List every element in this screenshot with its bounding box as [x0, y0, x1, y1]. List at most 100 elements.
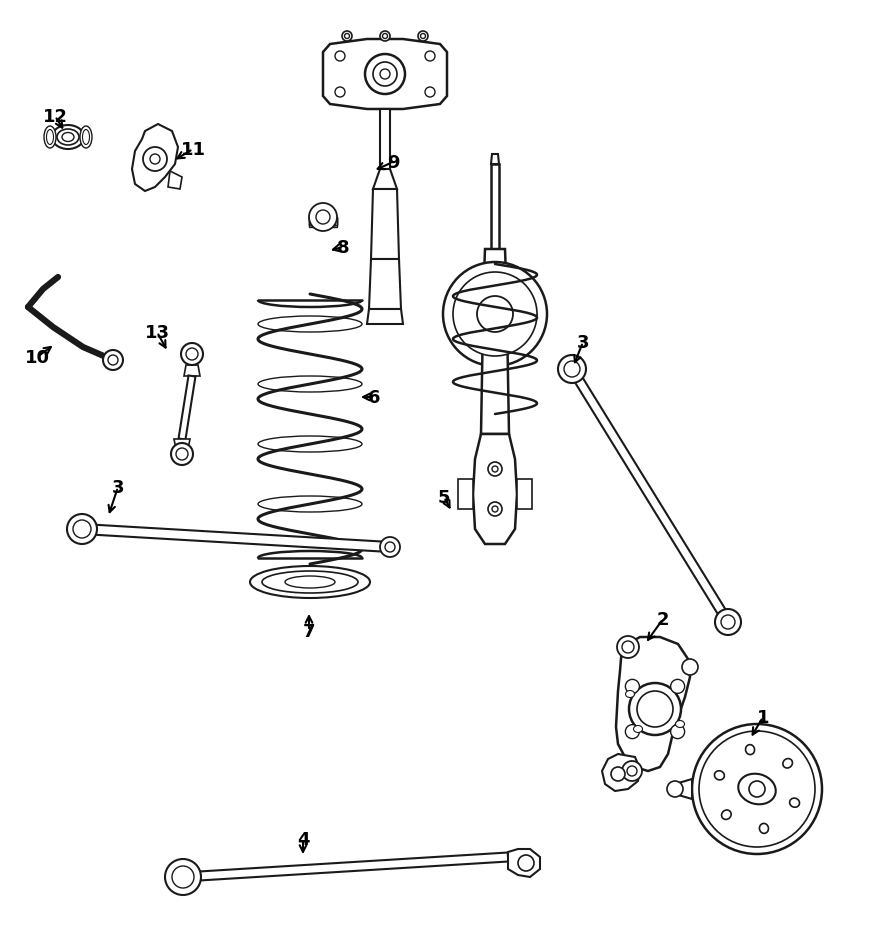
Circle shape	[335, 88, 345, 98]
Circle shape	[380, 70, 390, 80]
Ellipse shape	[262, 571, 358, 593]
Ellipse shape	[790, 798, 800, 807]
Ellipse shape	[46, 131, 53, 146]
Circle shape	[671, 679, 685, 693]
Circle shape	[488, 502, 502, 516]
Polygon shape	[309, 218, 337, 226]
Circle shape	[380, 32, 390, 42]
Circle shape	[558, 356, 586, 384]
Ellipse shape	[625, 691, 634, 698]
Polygon shape	[132, 125, 178, 192]
Text: 10: 10	[24, 349, 50, 366]
Ellipse shape	[285, 577, 335, 589]
Text: 3: 3	[111, 478, 125, 497]
Circle shape	[73, 520, 91, 539]
Circle shape	[176, 449, 188, 461]
Polygon shape	[369, 260, 401, 310]
Polygon shape	[483, 249, 507, 305]
Circle shape	[418, 32, 428, 42]
Circle shape	[488, 463, 502, 476]
Polygon shape	[373, 170, 397, 190]
Circle shape	[108, 356, 118, 365]
Polygon shape	[481, 320, 509, 435]
Polygon shape	[309, 218, 337, 226]
Polygon shape	[174, 439, 190, 450]
Ellipse shape	[250, 566, 370, 598]
Circle shape	[564, 362, 580, 377]
Circle shape	[453, 273, 537, 357]
Polygon shape	[458, 479, 473, 510]
Polygon shape	[311, 218, 335, 226]
Ellipse shape	[760, 823, 768, 833]
Circle shape	[625, 725, 639, 739]
Text: 8: 8	[337, 239, 349, 257]
Circle shape	[67, 514, 97, 544]
Circle shape	[715, 609, 741, 635]
Text: 11: 11	[180, 141, 206, 159]
Circle shape	[365, 55, 405, 95]
Circle shape	[186, 349, 198, 361]
Circle shape	[345, 34, 349, 40]
Ellipse shape	[783, 759, 793, 768]
Polygon shape	[517, 479, 532, 510]
Text: 5: 5	[438, 489, 450, 506]
Circle shape	[629, 683, 681, 735]
Circle shape	[373, 63, 397, 87]
Text: 2: 2	[657, 610, 669, 629]
Circle shape	[181, 344, 203, 365]
Text: 13: 13	[145, 324, 170, 342]
Polygon shape	[568, 367, 732, 625]
Circle shape	[425, 88, 435, 98]
Ellipse shape	[52, 126, 84, 150]
Circle shape	[382, 34, 388, 40]
Polygon shape	[675, 780, 692, 799]
Ellipse shape	[714, 771, 725, 780]
Ellipse shape	[258, 497, 362, 513]
Circle shape	[477, 297, 513, 333]
Circle shape	[682, 659, 698, 675]
Ellipse shape	[44, 127, 56, 149]
Text: 7: 7	[303, 622, 315, 641]
Circle shape	[627, 767, 637, 776]
Circle shape	[385, 542, 395, 552]
Ellipse shape	[258, 437, 362, 452]
Circle shape	[611, 768, 625, 781]
Polygon shape	[311, 218, 335, 226]
Circle shape	[492, 466, 498, 473]
Circle shape	[103, 350, 123, 371]
Polygon shape	[491, 155, 499, 165]
Circle shape	[165, 859, 201, 895]
Ellipse shape	[258, 317, 362, 333]
Circle shape	[335, 52, 345, 62]
Ellipse shape	[62, 133, 74, 143]
Circle shape	[342, 32, 352, 42]
Circle shape	[721, 616, 735, 629]
Polygon shape	[311, 218, 335, 226]
Circle shape	[425, 52, 435, 62]
Circle shape	[421, 34, 426, 40]
Text: 1: 1	[757, 708, 769, 726]
Circle shape	[617, 636, 639, 658]
Polygon shape	[184, 365, 200, 376]
Ellipse shape	[258, 376, 362, 392]
Polygon shape	[309, 218, 337, 228]
Circle shape	[172, 866, 194, 888]
Circle shape	[380, 538, 400, 557]
Polygon shape	[616, 638, 690, 771]
Text: 12: 12	[43, 108, 67, 126]
Circle shape	[150, 155, 160, 165]
Polygon shape	[323, 40, 447, 110]
Polygon shape	[508, 849, 540, 877]
Polygon shape	[491, 165, 499, 249]
Polygon shape	[473, 435, 517, 544]
Ellipse shape	[80, 127, 92, 149]
Circle shape	[667, 781, 683, 797]
Circle shape	[309, 204, 337, 232]
Ellipse shape	[83, 131, 90, 146]
Text: 6: 6	[368, 388, 381, 407]
Polygon shape	[313, 218, 333, 226]
Circle shape	[692, 724, 822, 854]
Polygon shape	[82, 525, 390, 552]
Circle shape	[625, 679, 639, 693]
Ellipse shape	[739, 774, 776, 805]
